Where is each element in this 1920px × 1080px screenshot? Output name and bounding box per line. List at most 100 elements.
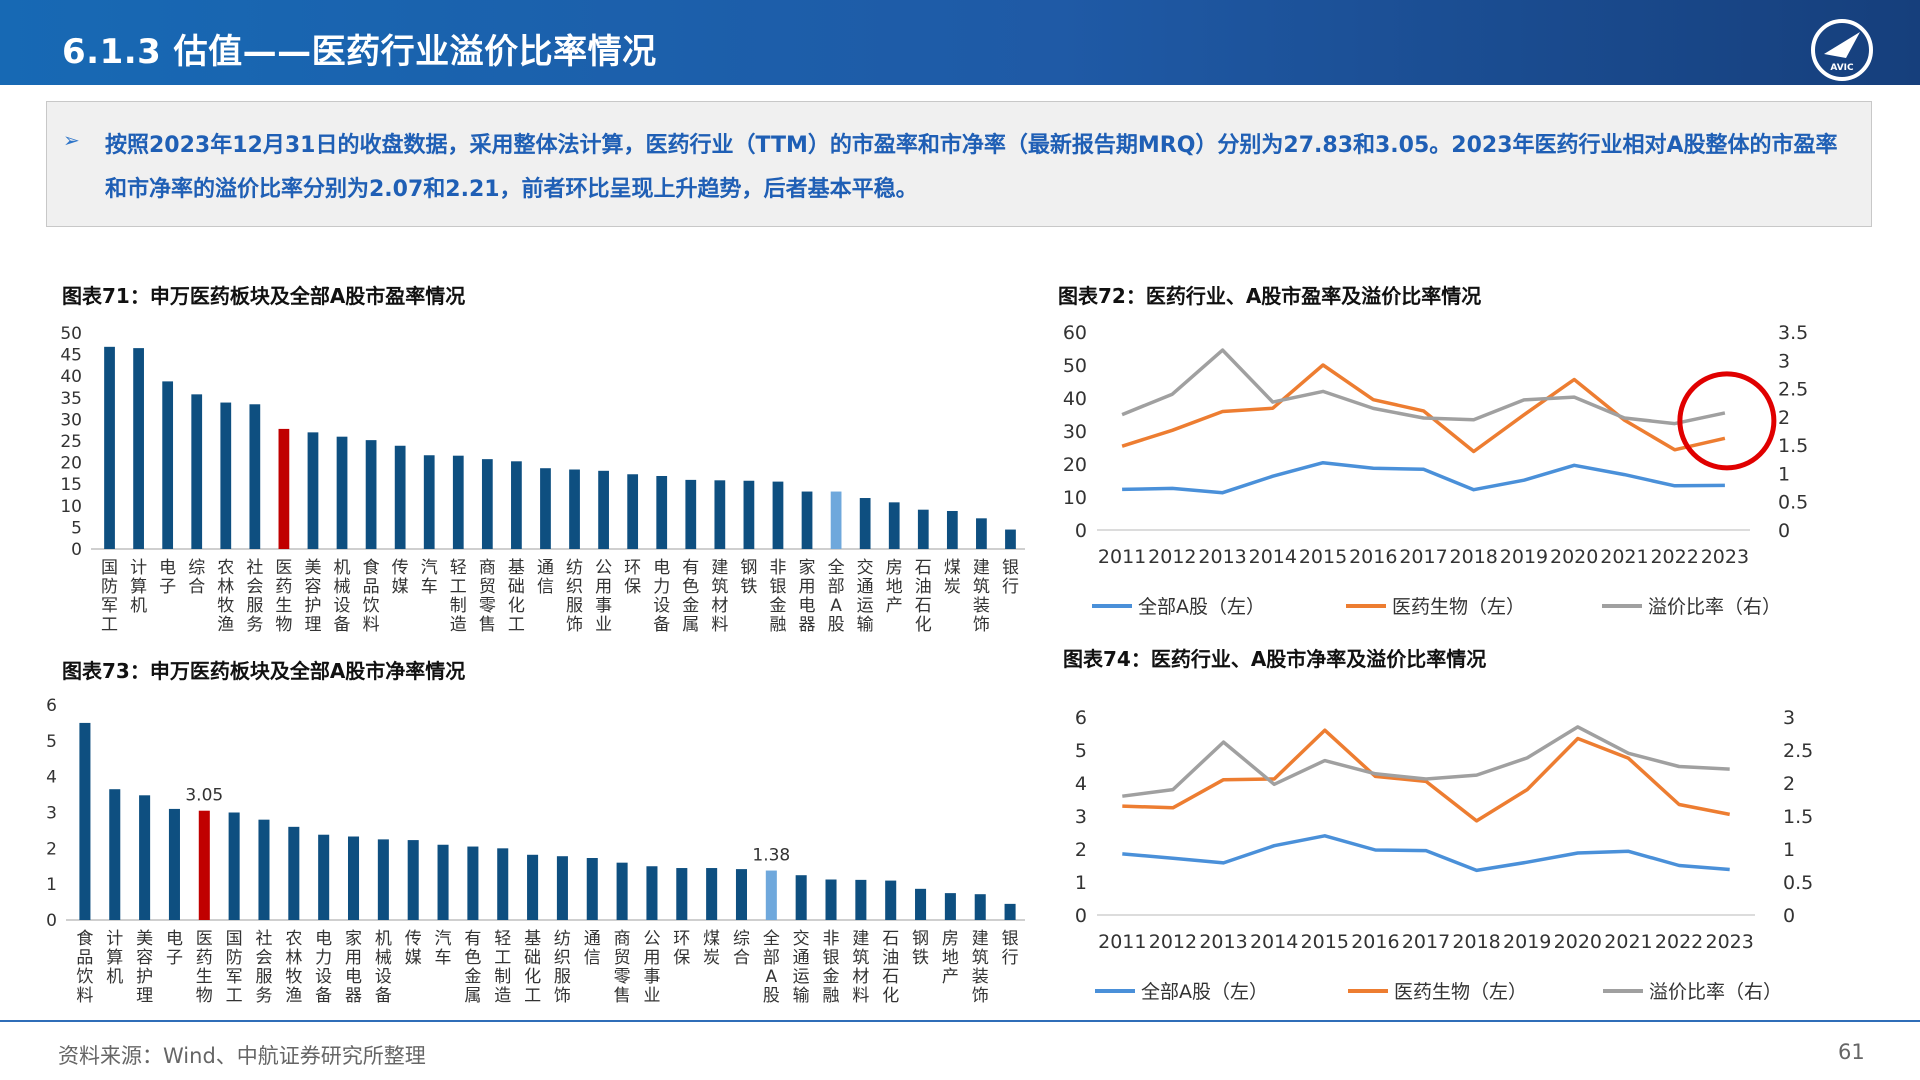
x-tick-label-轻工制造: 轻工制造 <box>494 929 511 1006</box>
x-tick-label-全部A股: 全部 A 股 <box>828 558 845 635</box>
y-right-tick-label: 0.5 <box>1783 872 1813 894</box>
x-tick-label-2013: 2013 <box>1198 546 1246 568</box>
y-left-tick-label: 6 <box>1075 707 1087 729</box>
y-tick-label: 15 <box>60 475 82 495</box>
summary-box: ➢ 按照2023年12月31日的收盘数据，采用整体法计算，医药行业（TTM）的市… <box>46 101 1872 227</box>
y-tick-label: 30 <box>60 410 82 430</box>
chart74-pb-line-chart: 0 1 2 3 4 5 6 0 0.5 1 1.5 2 2.5 3 2011 2012 2013 2014 2015… <box>1075 707 1813 1003</box>
x-tick-label-银行: 银行 <box>1002 558 1019 597</box>
x-tick-label-社会服务: 社会服务 <box>246 558 263 635</box>
x-tick-label-机械设备: 机械设备 <box>375 929 392 1006</box>
x-tick-label-社会服务: 社会服务 <box>255 929 272 1006</box>
x-tick-label-环保: 环保 <box>624 558 641 597</box>
bar-银行 <box>1005 529 1016 549</box>
bar-家用电器 <box>801 491 813 549</box>
x-tick-label-2017: 2017 <box>1399 546 1447 568</box>
bar-房地产 <box>944 893 956 920</box>
y-tick-label: 1 <box>46 875 57 895</box>
bar-食品饮料 <box>79 722 91 920</box>
highlight-circle-annotation <box>1677 371 1777 471</box>
y-tick-label: 2 <box>46 839 57 859</box>
y-left-tick-label: 10 <box>1063 487 1087 509</box>
bar-美容护理 <box>139 795 151 920</box>
x-tick-label-石油石化: 石油石化 <box>882 929 899 1006</box>
y-tick-label: 0 <box>46 911 57 931</box>
bar-汽车 <box>437 844 449 920</box>
chart72-title: 图表72：医药行业、A股市盈率及溢价比率情况 <box>1058 284 1482 308</box>
series-premium-ratio-line <box>1121 348 1726 426</box>
bar-钢铁 <box>915 888 927 920</box>
y-tick-label: 40 <box>60 367 82 387</box>
bar-全部A股 <box>830 491 842 549</box>
x-tick-label-综合: 综合 <box>188 558 205 597</box>
x-tick-label-食品饮料: 食品饮料 <box>363 558 380 635</box>
bar-轻工制造 <box>452 455 464 549</box>
x-tick-label-2023: 2023 <box>1701 546 1749 568</box>
x-tick-label-房地产: 房地产 <box>942 929 959 987</box>
summary-text: 按照2023年12月31日的收盘数据，采用整体法计算，医药行业（TTM）的市盈率… <box>105 133 1838 202</box>
y-left-tick-label: 0 <box>1075 905 1087 927</box>
bar-房地产 <box>888 502 900 549</box>
bar-纺织服饰 <box>556 856 568 920</box>
chart74-title: 图表74：医药行业、A股市净率及溢价比率情况 <box>1063 647 1487 671</box>
x-tick-label-2018: 2018 <box>1450 546 1498 568</box>
bar-计算机 <box>133 348 144 549</box>
legend-label-2: 溢价比率（右） <box>1648 596 1781 618</box>
series-all-a-line <box>1122 460 1725 495</box>
x-tick-label-2019: 2019 <box>1500 546 1548 568</box>
x-tick-label-公用事业: 公用事业 <box>595 558 612 635</box>
page-title: 6.1.3 估值——医药行业溢价比率情况 <box>62 32 657 72</box>
y-right-tick-label: 2 <box>1783 773 1795 795</box>
y-right-tick-label: 3 <box>1783 707 1795 729</box>
bar-交通运输 <box>795 875 807 920</box>
y-left-tick-label: 30 <box>1063 421 1087 443</box>
x-tick-label-国防军工: 国防军工 <box>226 929 243 1006</box>
x-tick-label-基础化工: 基础化工 <box>508 558 525 635</box>
bar-传媒 <box>407 840 419 920</box>
y-tick-label: 25 <box>60 432 82 452</box>
bar-煤炭 <box>946 510 958 549</box>
y-right-tick-label: 2.5 <box>1778 379 1808 401</box>
bullet-arrow-icon: ➢ <box>63 128 80 152</box>
bar-非银金融 <box>825 879 837 920</box>
x-tick-label-钢铁: 钢铁 <box>740 558 757 597</box>
y-left-tick-label: 3 <box>1075 806 1087 828</box>
bar-建筑材料 <box>855 879 867 920</box>
x-tick-label-综合: 综合 <box>733 929 750 968</box>
x-tick-label-农林牧渔: 农林牧渔 <box>217 558 234 635</box>
y-left-tick-label: 50 <box>1063 355 1087 377</box>
y-tick-label: 10 <box>60 497 82 517</box>
y-right-tick-label: 1 <box>1778 463 1790 485</box>
x-tick-label-纺织服饰: 纺织服饰 <box>554 929 571 1006</box>
series-pharma-line <box>1121 363 1726 454</box>
bar-通信 <box>586 858 598 920</box>
bar-建筑材料 <box>714 480 726 549</box>
bar-纺织服饰 <box>569 469 580 549</box>
bar-银行 <box>1004 903 1016 920</box>
x-tick-label-石油石化: 石油石化 <box>915 558 932 635</box>
chart71-title: 图表71：申万医药板块及全部A股市盈率情况 <box>62 284 466 308</box>
x-tick-label-纺织服饰: 纺织服饰 <box>566 558 583 635</box>
x-tick-label-建筑材料: 建筑材料 <box>852 929 869 1006</box>
x-tick-label-房地产: 房地产 <box>886 558 903 616</box>
bar-机械设备 <box>377 839 389 920</box>
x-tick-label-2013: 2013 <box>1199 931 1247 953</box>
bar-计算机 <box>109 789 121 920</box>
y-tick-label: 3 <box>46 804 57 824</box>
bar-综合 <box>735 869 748 920</box>
x-tick-label-商贸零售: 商贸零售 <box>479 558 496 635</box>
x-tick-label-有色金属: 有色金属 <box>464 929 481 1006</box>
bar-石油石化 <box>885 880 897 920</box>
x-tick-label-基础化工: 基础化工 <box>524 929 541 1006</box>
x-tick-label-2021: 2021 <box>1604 931 1652 953</box>
x-tick-label-汽车: 汽车 <box>435 929 452 968</box>
x-tick-label-交通运输: 交通运输 <box>793 929 810 1006</box>
x-tick-label-家用电器: 家用电器 <box>345 929 362 1006</box>
y-left-tick-label: 60 <box>1063 322 1087 344</box>
y-right-tick-label: 2 <box>1778 407 1790 429</box>
y-right-tick-label: 1 <box>1783 839 1795 861</box>
y-right-tick-label: 1.5 <box>1783 806 1813 828</box>
x-tick-label-2014: 2014 <box>1249 546 1297 568</box>
bar-电力设备 <box>656 475 668 549</box>
x-tick-label-煤炭: 煤炭 <box>703 929 720 968</box>
